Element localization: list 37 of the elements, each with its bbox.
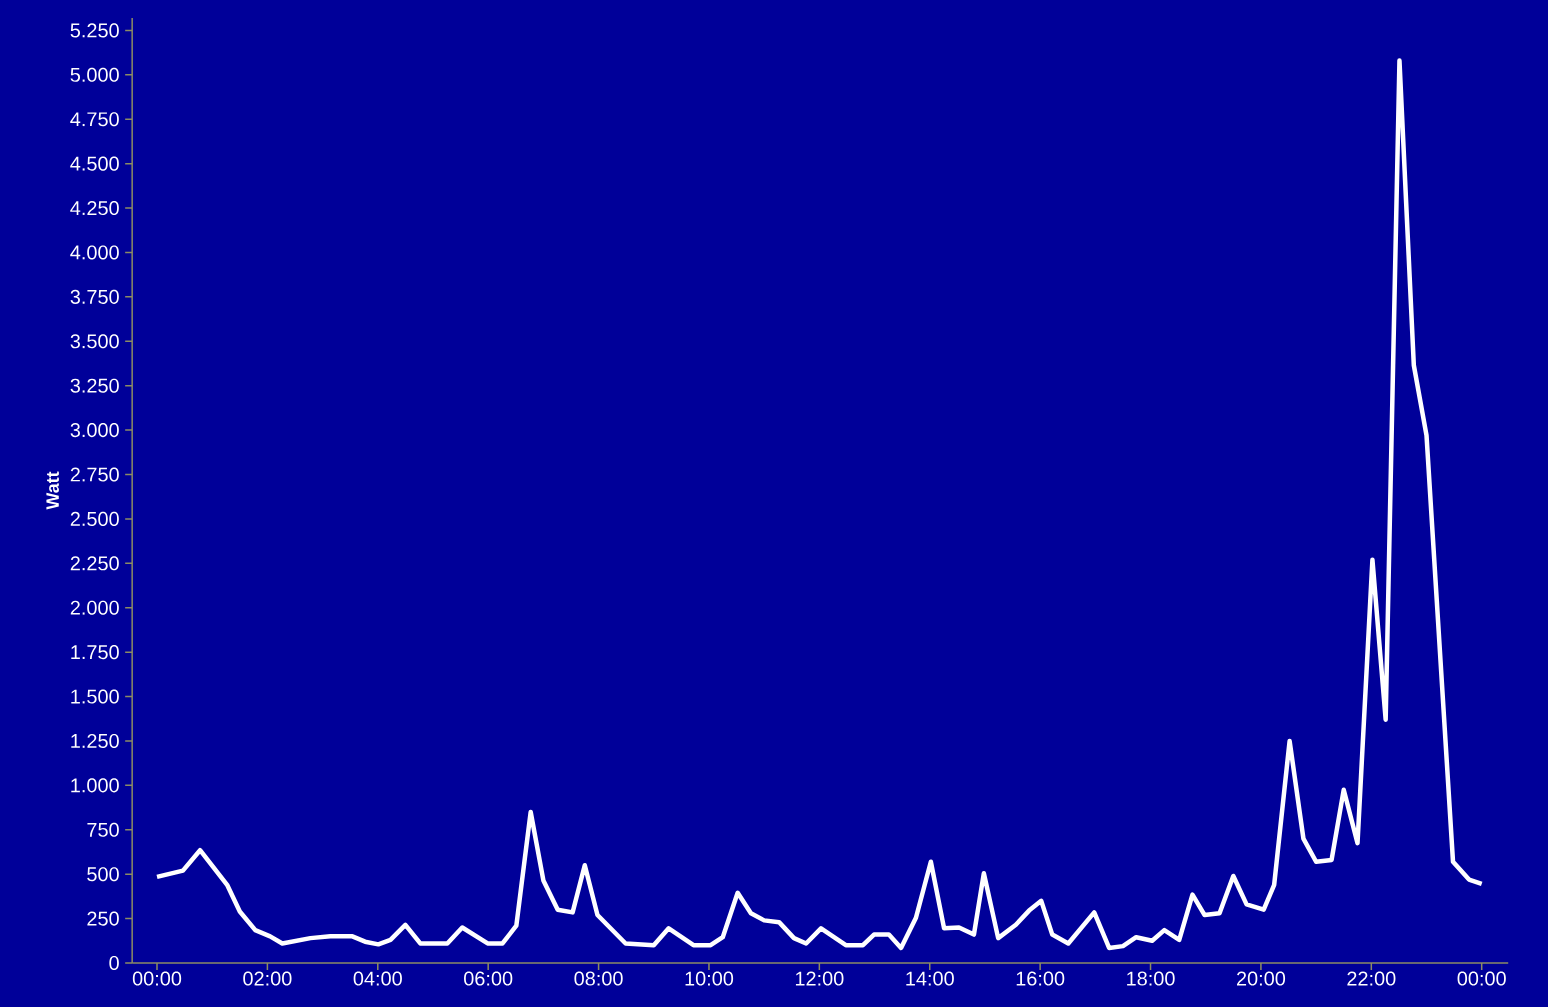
x-tick-label: 12:00 xyxy=(795,971,844,986)
y-tick-label: 4.500 xyxy=(70,156,119,171)
y-tick-label: 1.250 xyxy=(71,733,119,748)
y-tick-label: 4.000 xyxy=(70,245,119,260)
x-tick-label: 22:00 xyxy=(1347,971,1396,986)
y-tick-label: 250 xyxy=(87,911,119,926)
x-tick-label: 06:00 xyxy=(464,971,513,986)
y-tick-label: 2.000 xyxy=(70,600,119,615)
y-tick-label: 1.000 xyxy=(71,778,119,793)
x-tick-label: 02:00 xyxy=(243,971,292,986)
x-tick-label: 14:00 xyxy=(906,971,954,986)
x-tick-label: 18:00 xyxy=(1127,971,1175,986)
x-tick-label: 08:00 xyxy=(574,971,623,986)
y-tick-label: 1.750 xyxy=(71,645,119,660)
x-tick-label: 04:00 xyxy=(353,971,402,986)
y-tick-label: 2.750 xyxy=(70,467,119,482)
y-tick-label: 5.000 xyxy=(70,67,119,82)
y-tick-label: 4.750 xyxy=(70,112,119,127)
y-tick-label: 750 xyxy=(87,822,119,837)
y-tick-label: 5.250 xyxy=(70,23,119,38)
x-tick-label: 00:00 xyxy=(1457,971,1506,986)
y-tick-label: 3.000 xyxy=(70,423,119,438)
y-tick-label: 2.250 xyxy=(70,556,119,571)
y-tick-label: 500 xyxy=(87,867,119,882)
y-tick-label: 2.500 xyxy=(70,511,119,526)
x-tick-label: 10:00 xyxy=(685,971,734,986)
y-axis-title: Watt xyxy=(46,471,59,510)
y-tick-label: 3.250 xyxy=(70,378,119,393)
y-tick-label: 3.500 xyxy=(70,334,119,349)
y-tick-label: 3.750 xyxy=(70,289,119,304)
y-tick-label: 0 xyxy=(109,955,119,971)
y-tick-label: 4.250 xyxy=(70,201,119,216)
y-tick-label: 1.500 xyxy=(71,689,119,704)
line-series xyxy=(154,58,1484,951)
x-tick-label: 20:00 xyxy=(1236,971,1286,986)
x-tick-label: 16:00 xyxy=(1016,971,1065,986)
x-tick-label: 00:00 xyxy=(132,971,182,986)
